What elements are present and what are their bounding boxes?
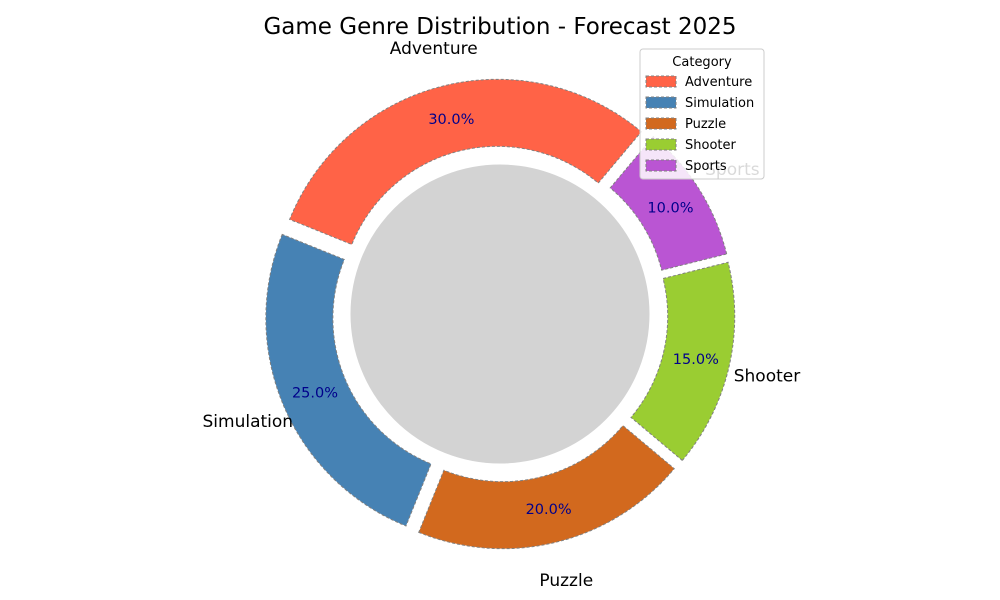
legend-swatch-puzzle [645, 117, 677, 130]
pct-label-adventure: 30.0% [428, 112, 474, 128]
legend-swatch-sports [645, 159, 677, 172]
category-label-shooter: Shooter [734, 367, 800, 387]
slice-shooter [630, 261, 736, 462]
chart-title: Game Genre Distribution - Forecast 2025 [263, 14, 736, 40]
legend-swatch-simulation [645, 96, 677, 109]
pct-label-sports: 10.0% [647, 200, 693, 216]
legend-items: Adventure Simulation Puzzle Shooter Sports [645, 75, 754, 174]
pct-label-puzzle: 20.0% [526, 502, 572, 518]
legend-label-shooter: Shooter [685, 138, 736, 153]
slice-puzzle [418, 424, 675, 550]
slice-simulation [265, 233, 432, 527]
legend-label-adventure: Adventure [685, 75, 752, 90]
legend-swatch-shooter [645, 138, 677, 151]
pct-label-shooter: 15.0% [673, 352, 719, 368]
donut-center [345, 159, 655, 469]
category-label-puzzle: Puzzle [539, 571, 593, 591]
category-label-simulation: Simulation [203, 412, 294, 432]
legend-swatch-adventure [645, 75, 677, 88]
legend-label-puzzle: Puzzle [685, 117, 726, 132]
legend-title: Category [672, 55, 732, 70]
pct-label-simulation: 25.0% [292, 386, 338, 402]
slice-adventure [288, 78, 643, 246]
category-label-adventure: Adventure [390, 39, 478, 59]
legend-label-simulation: Simulation [685, 96, 754, 111]
slices-group [265, 78, 736, 550]
legend-label-sports: Sports [685, 159, 727, 174]
legend: Category Adventure Simulation Puzzle Shoote… [639, 48, 765, 180]
